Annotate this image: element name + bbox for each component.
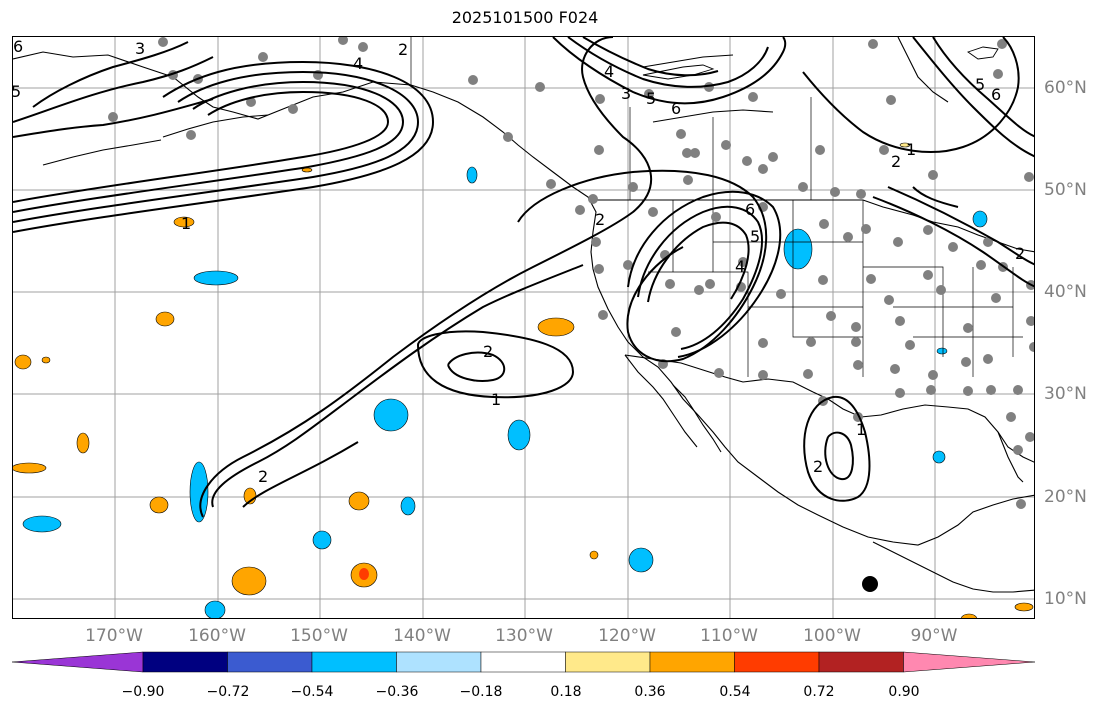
colorbar-segment <box>142 651 228 673</box>
station-dots <box>108 37 1034 509</box>
colorbar-segment <box>480 651 566 673</box>
colorbar-tick-label: −0.90 <box>121 684 165 700</box>
contour-label: 5 <box>750 227 760 246</box>
colorbar-tick-label: −0.36 <box>375 684 419 700</box>
contour-label: 5 <box>13 82 21 101</box>
lat-label: 40°N <box>1044 282 1087 302</box>
map-canvas: 6 5 4 3 2 1 2 6 5 6 5 4 2 2 1 2 1 6 5 4 … <box>13 37 1034 618</box>
colorbar-segment <box>396 651 482 673</box>
contour-label: 6 <box>745 200 755 219</box>
colorbar-segment <box>311 651 397 673</box>
contour-label: 4 <box>604 62 614 81</box>
contour-label: 5 <box>646 89 656 108</box>
lon-label: 90°W <box>910 626 958 646</box>
contour-label: 1 <box>491 390 501 409</box>
lon-label: 100°W <box>803 626 861 646</box>
colorbar-tick-label: −0.18 <box>459 684 503 700</box>
weather-map: 6 5 4 3 2 1 2 6 5 6 5 4 2 2 1 2 1 6 5 4 … <box>12 36 1035 619</box>
colorbar <box>11 651 1036 673</box>
colorbar-tick-label: 0.36 <box>634 684 666 700</box>
contour-label: 5 <box>975 75 985 94</box>
colorbar-tick-label: −0.54 <box>290 684 334 700</box>
lat-label: 10°N <box>1044 589 1087 609</box>
colorbar-segment <box>818 651 904 673</box>
map-title: 2025101500 F024 <box>451 8 599 27</box>
colorbar-extend-high <box>903 651 1036 673</box>
colorbar-tick-label: −0.72 <box>206 684 250 700</box>
lon-label: 150°W <box>290 626 348 646</box>
colorbar-tick-label: 0.54 <box>719 684 751 700</box>
lon-label: 110°W <box>700 626 758 646</box>
contour-label: 2 <box>813 457 823 476</box>
colorbar-segment <box>565 651 651 673</box>
colorbar-tick-label: 0.90 <box>888 684 920 700</box>
contour-label: 6 <box>671 99 681 118</box>
lon-label: 120°W <box>598 626 656 646</box>
contour-label: 6 <box>991 85 1001 104</box>
colorbar-segment <box>649 651 735 673</box>
lat-label: 60°N <box>1044 78 1087 98</box>
graticule <box>13 37 1034 618</box>
contour-label: 2 <box>1015 244 1025 263</box>
contour-labels: 6 5 4 3 2 1 2 6 5 6 5 4 2 2 1 2 1 6 5 4 … <box>13 37 1025 486</box>
contours <box>13 37 1034 518</box>
lat-label: 20°N <box>1044 487 1087 507</box>
contour-label: 4 <box>353 54 363 73</box>
contour-label: 2 <box>595 210 605 229</box>
lon-label: 140°W <box>393 626 451 646</box>
contour-label: 3 <box>621 84 631 103</box>
lon-label: 160°W <box>188 626 246 646</box>
colorbar-segment <box>227 651 313 673</box>
contour-label: 1 <box>906 140 916 159</box>
lat-label: 50°N <box>1044 180 1087 200</box>
colorbar-segment <box>734 651 820 673</box>
contour-label: 4 <box>735 257 745 276</box>
contour-label: 2 <box>398 40 408 59</box>
colorbar-tick-label: 0.18 <box>550 684 582 700</box>
contour-label: 2 <box>891 152 901 171</box>
colorbar-tick-label: 0.72 <box>803 684 835 700</box>
colorbar-extend-low <box>11 651 144 673</box>
lat-label: 30°N <box>1044 384 1087 404</box>
contour-label: 6 <box>13 37 23 56</box>
contour-label: 1 <box>856 420 866 439</box>
shaded-anomalies <box>13 142 1034 618</box>
lon-label: 130°W <box>495 626 553 646</box>
contour-label: 3 <box>135 39 145 58</box>
contour-label: 2 <box>483 342 493 361</box>
contour-label: 1 <box>181 214 191 233</box>
marker-dot <box>862 576 878 592</box>
contour-label: 2 <box>258 467 268 486</box>
lon-label: 170°W <box>85 626 143 646</box>
